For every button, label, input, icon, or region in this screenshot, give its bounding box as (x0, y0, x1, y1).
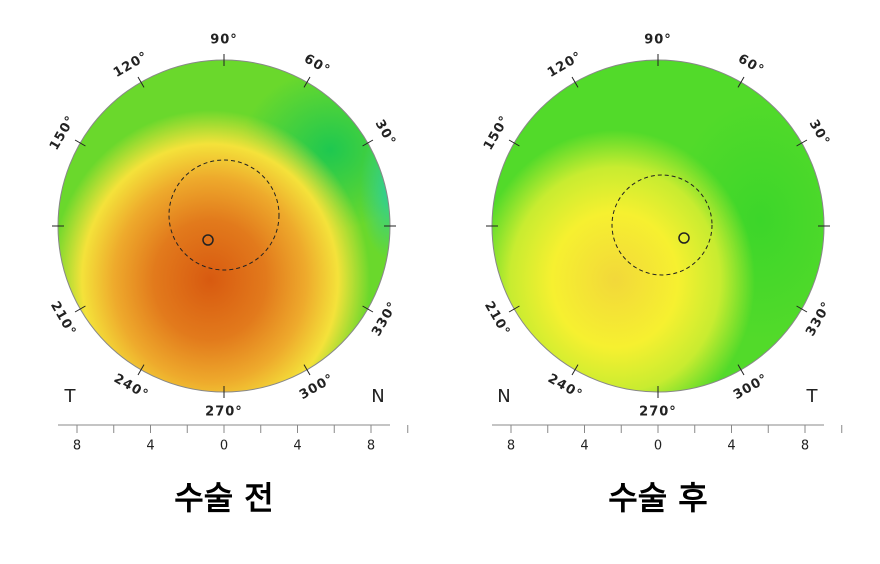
angle-label: 300° (731, 371, 771, 403)
angle-tick (571, 364, 579, 376)
side-label: T (64, 386, 77, 407)
angle-tick (508, 305, 520, 313)
angle-tick (796, 139, 808, 147)
scale-label: 0 (654, 439, 662, 454)
angle-label: 90° (210, 33, 238, 48)
caption: 수술 후 (608, 479, 707, 517)
angle-tick (137, 76, 145, 88)
angle-label: 60° (735, 52, 766, 79)
scale-label: 4 (727, 439, 735, 454)
angle-label: 210° (47, 299, 79, 339)
angle-tick (737, 364, 745, 376)
angle-tick (508, 139, 520, 147)
angle-tick (74, 305, 86, 313)
angle-tick (74, 139, 86, 147)
angle-tick (737, 76, 745, 88)
side-label: N (371, 386, 384, 407)
angle-tick (303, 76, 311, 88)
angle-tick (362, 305, 374, 313)
scale-label: 4 (293, 439, 301, 454)
angle-label: 60° (301, 52, 332, 79)
scale-label: 8 (507, 439, 515, 454)
scale-label: 8 (367, 439, 375, 454)
scale-label: 8 (801, 439, 809, 454)
angle-tick (796, 305, 808, 313)
angle-label: 330° (369, 299, 401, 339)
angle-tick (303, 364, 311, 376)
scale-label: 8 (73, 439, 81, 454)
angle-tick (362, 139, 374, 147)
angle-label: 240° (545, 371, 585, 403)
side-label: N (497, 386, 510, 407)
angle-label: 300° (297, 371, 337, 403)
scale-label: 0 (220, 439, 228, 454)
angle-label: 30° (372, 117, 399, 148)
topography-map (492, 60, 824, 392)
angle-label: 270° (205, 405, 243, 420)
angle-label: 150° (47, 113, 79, 153)
angle-label: 150° (481, 113, 513, 153)
angle-label: 120° (111, 49, 151, 81)
angle-label: 240° (111, 371, 151, 403)
angle-tick (137, 364, 145, 376)
angle-label: 270° (639, 405, 677, 420)
scale-label: 4 (580, 439, 588, 454)
angle-label: 120° (545, 49, 585, 81)
angle-tick (571, 76, 579, 88)
side-label: T (806, 386, 819, 407)
angle-label: 330° (803, 299, 835, 339)
caption: 수술 전 (174, 479, 273, 517)
angle-label: 90° (644, 33, 672, 48)
angle-label: 210° (481, 299, 513, 339)
angle-label: 30° (806, 117, 833, 148)
scale-label: 4 (146, 439, 154, 454)
